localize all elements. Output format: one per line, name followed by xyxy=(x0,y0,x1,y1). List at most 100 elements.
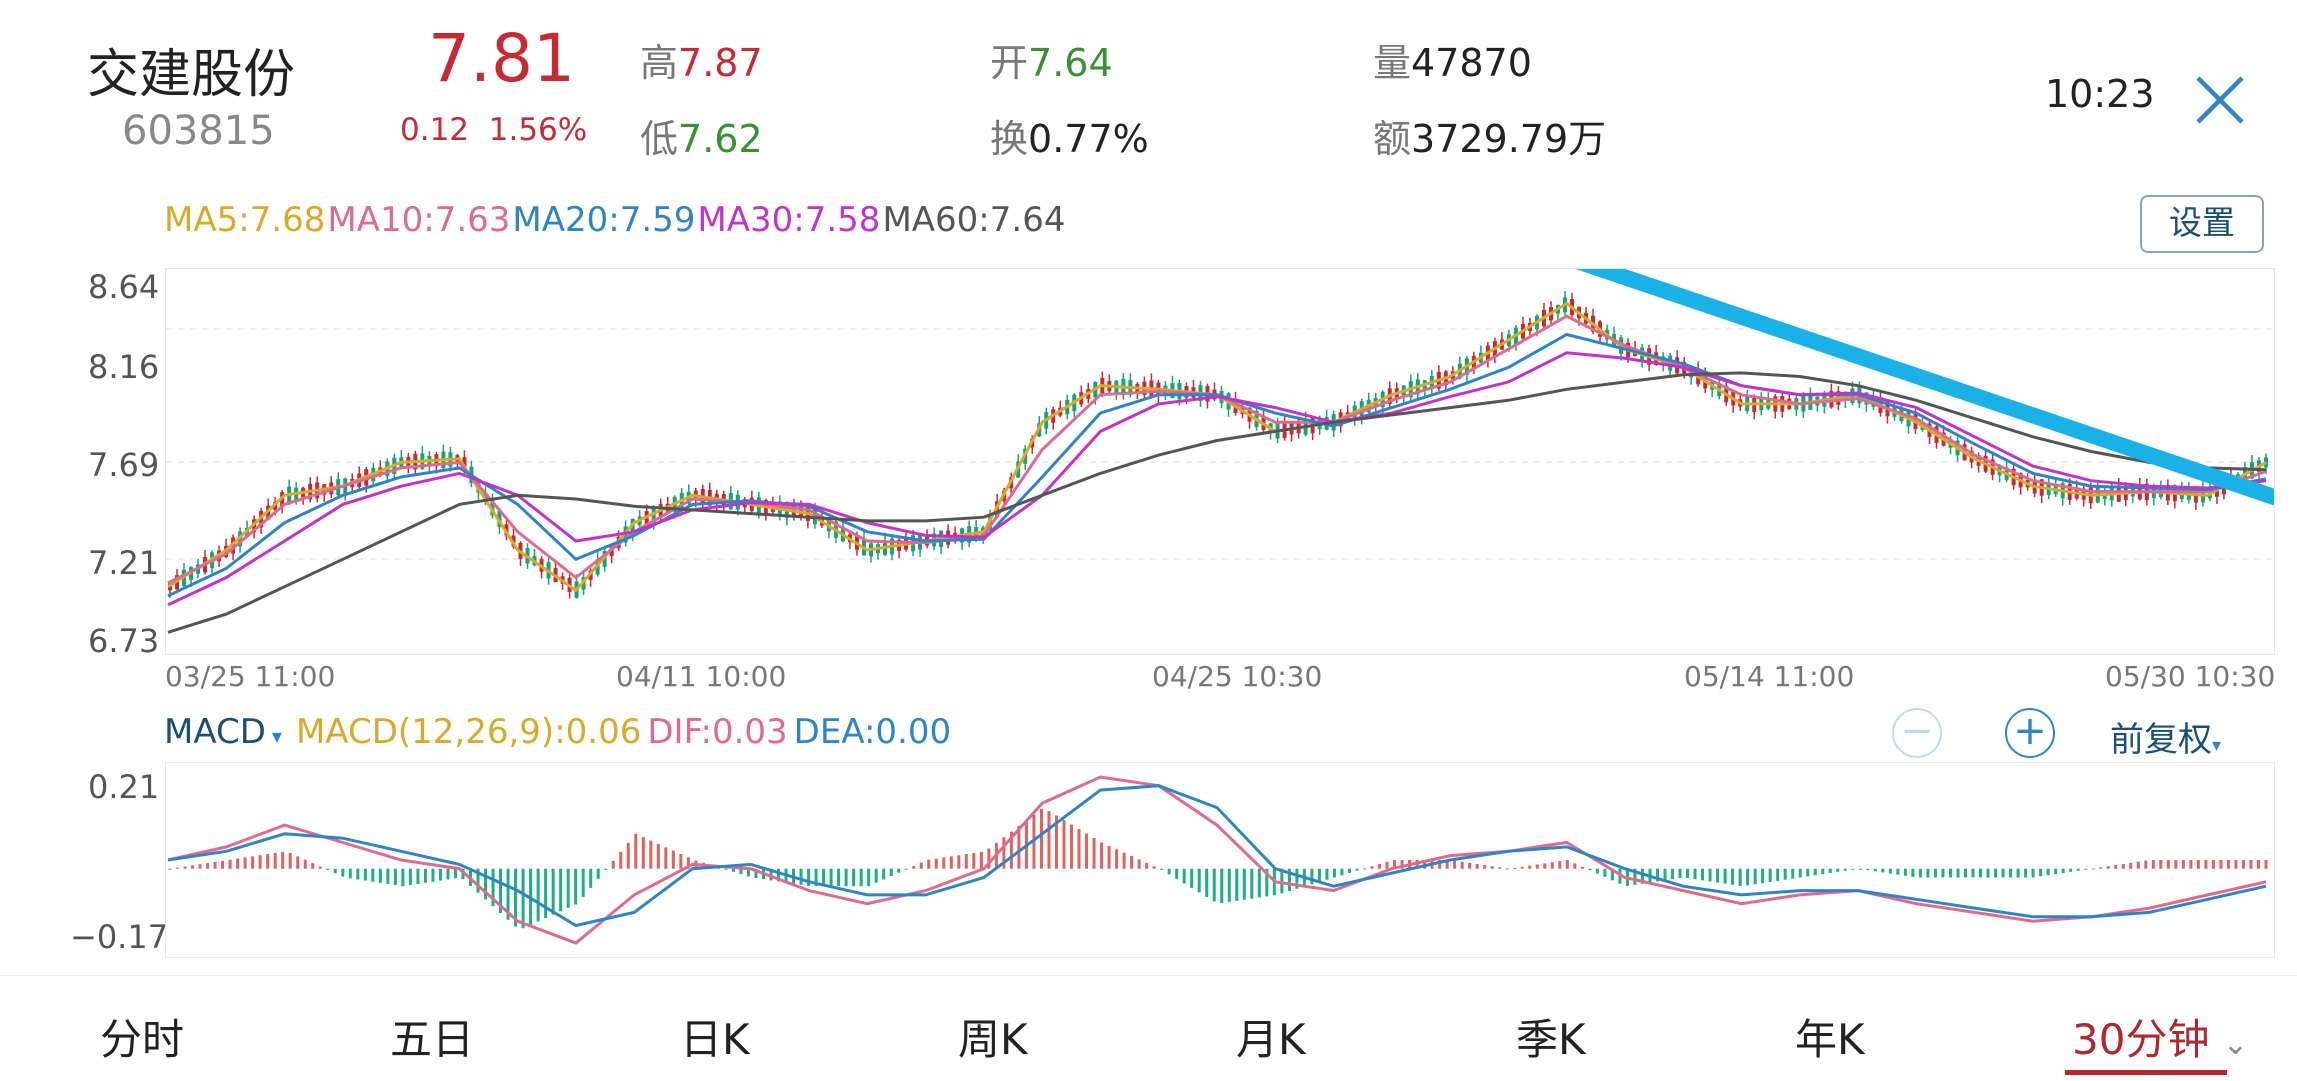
macd-bar xyxy=(1738,868,1742,886)
macd-bar xyxy=(438,868,442,881)
macd-bar xyxy=(2054,868,2058,875)
tab-fenshi[interactable]: 分时 xyxy=(100,1015,185,1064)
macd-bar xyxy=(559,868,563,912)
macd-bar xyxy=(191,865,195,869)
macd-bar xyxy=(1505,868,1509,870)
macd-bar xyxy=(1483,865,1487,869)
stock-code: 603815 xyxy=(122,108,275,154)
macd-bar xyxy=(1956,868,1960,878)
macd-bar xyxy=(837,868,841,887)
macd-bar xyxy=(2256,860,2260,869)
macd-bar xyxy=(2099,867,2103,869)
macd-bar xyxy=(176,867,180,869)
macd-bar xyxy=(2121,863,2125,869)
macd-bar xyxy=(1971,868,1975,878)
active-tab-indicator xyxy=(2065,1070,2227,1075)
kline-chart[interactable] xyxy=(165,251,2282,655)
macd-bar xyxy=(799,868,803,885)
macd-bar xyxy=(934,858,938,869)
macd-bar xyxy=(2174,860,2178,869)
macd-bar xyxy=(1686,868,1690,879)
macd-bar xyxy=(1362,868,1366,870)
macd-bar xyxy=(1347,868,1351,873)
macd-bar xyxy=(499,868,503,913)
macd-bar xyxy=(311,863,315,869)
macd-bar xyxy=(671,850,675,869)
macd-bar xyxy=(814,868,818,887)
macd-bar xyxy=(1085,833,1089,869)
macd-bar xyxy=(769,868,773,881)
zoom-in-icon[interactable]: + xyxy=(2005,708,2055,758)
macd-bar xyxy=(1250,868,1254,899)
macd-legend: MACD ▾ MACD(12,26,9):0.06 DIF:0.03 DEA:0.00 xyxy=(164,712,951,752)
macd-bar xyxy=(1257,868,1261,898)
tab-five-day[interactable]: 五日 xyxy=(390,1015,475,1064)
macd-bar xyxy=(656,843,660,869)
macd-bar xyxy=(1370,866,1374,869)
adjust-selector[interactable]: 前复权▾ xyxy=(2110,720,2222,760)
ma5-value: MA5:7.68 xyxy=(164,200,326,240)
macd-bar xyxy=(1866,868,1870,871)
macd-chart[interactable] xyxy=(165,762,2275,958)
macd-bar xyxy=(1017,825,1021,869)
macd-bar xyxy=(897,868,901,873)
macd-bar xyxy=(949,856,953,869)
macd-bar xyxy=(2204,860,2208,869)
macd-bar xyxy=(641,837,645,869)
tab-year-k[interactable]: 年K xyxy=(1795,1015,1865,1064)
macd-bar xyxy=(1761,868,1765,884)
y-tick: 6.73 xyxy=(88,622,160,660)
macd-bar xyxy=(1122,852,1126,869)
macd-bar xyxy=(363,868,367,881)
macd-bar xyxy=(2234,860,2238,869)
macd-bar xyxy=(1182,868,1186,884)
macd-bar xyxy=(1100,842,1104,869)
macd-bar xyxy=(183,866,187,869)
macd-selector[interactable]: MACD xyxy=(164,712,266,752)
zoom-out-icon[interactable]: − xyxy=(1892,708,1942,758)
macd-bar xyxy=(1753,868,1757,885)
macd-bar xyxy=(281,851,285,869)
stat-open: 开7.64 xyxy=(990,41,1113,85)
macd-bar xyxy=(1806,868,1810,877)
macd-bar xyxy=(1167,868,1171,875)
tab-day-k[interactable]: 日K xyxy=(680,1015,750,1064)
settings-button[interactable]: 设置 xyxy=(2140,195,2264,253)
macd-bar xyxy=(2031,868,2035,878)
tab-week-k[interactable]: 周K xyxy=(958,1015,1028,1064)
macd-bar xyxy=(1235,868,1239,901)
macd-bar xyxy=(867,868,871,887)
macd-bar xyxy=(318,866,322,869)
macd-bar xyxy=(168,868,172,870)
macd-bar xyxy=(829,868,833,887)
y-tick: 7.69 xyxy=(88,446,160,484)
macd-bar xyxy=(551,868,555,915)
macd-bar xyxy=(1836,868,1840,872)
macd-bar xyxy=(326,868,330,870)
dropdown-arrow-icon[interactable]: ▾ xyxy=(271,724,282,748)
macd-bar xyxy=(942,857,946,869)
dif-value: DIF:0.03 xyxy=(647,712,788,752)
macd-bar xyxy=(2151,860,2155,869)
macd-bar xyxy=(1716,868,1720,883)
stat-low: 低7.62 xyxy=(640,117,763,161)
macd-bar xyxy=(1115,849,1119,869)
tab-quarter-k[interactable]: 季K xyxy=(1516,1015,1586,1064)
macd-bar xyxy=(2181,860,2185,869)
macd-bar xyxy=(724,868,728,870)
macd-bar xyxy=(2249,860,2253,869)
tab-30min[interactable]: 30分钟 ⌄ xyxy=(2072,1015,2248,1064)
close-icon[interactable] xyxy=(2190,70,2250,130)
macd-bar xyxy=(1062,819,1066,869)
macd-bar xyxy=(1550,862,1554,869)
macd-bar xyxy=(2159,860,2163,869)
macd-bar xyxy=(874,868,878,883)
macd-bar xyxy=(1438,860,1442,869)
macd-bar xyxy=(1340,868,1344,876)
macd-bar xyxy=(1603,868,1607,877)
macd-bar xyxy=(889,868,893,877)
macd-bar xyxy=(1385,861,1389,869)
macd-bar xyxy=(2001,868,2005,878)
tab-month-k[interactable]: 月K xyxy=(1236,1015,1306,1064)
macd-bar xyxy=(1881,868,1885,873)
